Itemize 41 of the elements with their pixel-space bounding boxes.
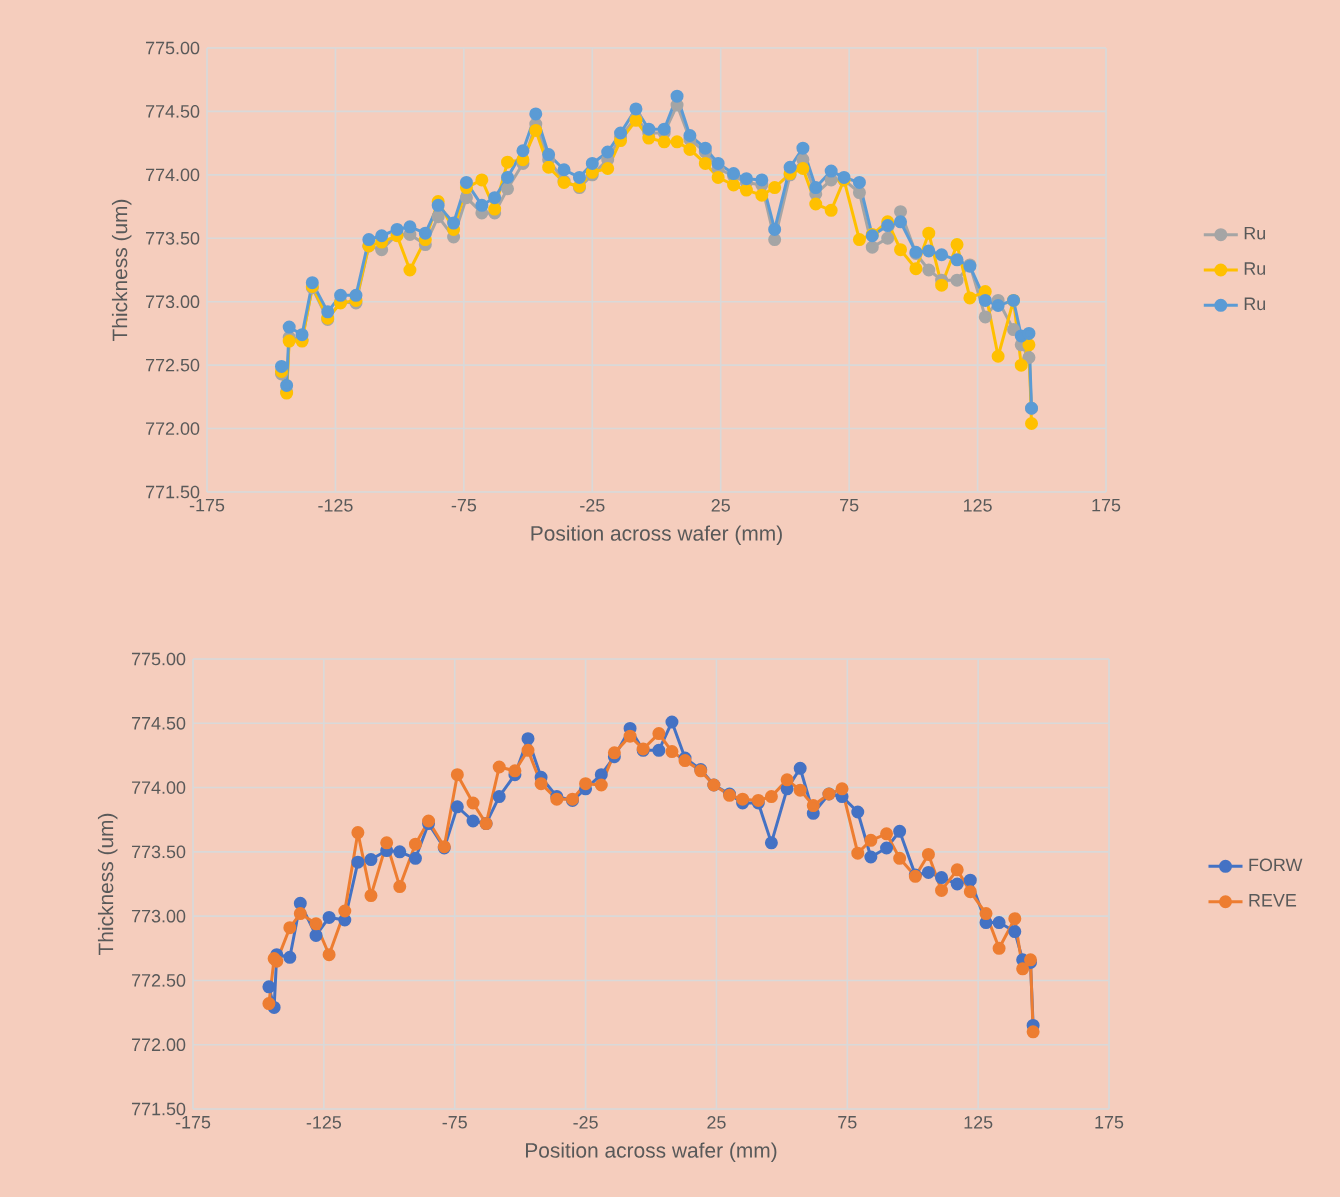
y-tick-label: 773.50	[132, 845, 186, 859]
x-tick-label: 175	[1095, 1116, 1124, 1129]
y-tick-label: 771.50	[132, 1102, 186, 1116]
y-tick-label: 773.00	[146, 295, 200, 309]
x-tick-label: -75	[451, 499, 477, 512]
x-tick-label: -125	[306, 1116, 342, 1129]
y-tick-label: 775.00	[146, 41, 200, 55]
y-tick-label: 774.00	[146, 168, 200, 182]
x-tick-label: 125	[964, 1116, 993, 1129]
y-tick-label: 772.00	[132, 1038, 186, 1052]
x-tick-label: 175	[1092, 499, 1121, 512]
y-tick-label: 775.00	[132, 652, 186, 666]
legend-label: REVE	[1249, 894, 1297, 907]
y-axis-title: Thickness (um)	[97, 813, 118, 956]
x-tick-label: -25	[580, 499, 605, 512]
x-tick-label: 75	[838, 1116, 857, 1129]
x-tick-label: 125	[963, 499, 992, 512]
y-tick-label: 771.50	[146, 485, 200, 499]
y-tick-label: 773.50	[146, 231, 200, 245]
x-tick-label: 25	[707, 1116, 726, 1129]
y-tick-label: 773.00	[132, 909, 186, 923]
legend-label: Ru	[1244, 227, 1266, 240]
y-axis-title: Thickness (um)	[111, 199, 132, 342]
x-axis-title: Position across wafer (mm)	[526, 1142, 777, 1162]
x-tick-label: -75	[442, 1116, 467, 1129]
y-tick-label: 772.00	[146, 422, 200, 435]
y-tick-label: 772.50	[132, 974, 186, 987]
x-tick-label: 25	[711, 499, 730, 512]
y-tick-label: 772.50	[146, 358, 200, 372]
x-tick-label: -25	[573, 1116, 598, 1129]
legend-label: Ru	[1244, 297, 1266, 311]
x-tick-label: 75	[840, 499, 859, 512]
y-tick-label: 774.50	[146, 105, 200, 118]
legend-label: FORW	[1249, 858, 1303, 872]
legend-label: Ru	[1244, 262, 1266, 275]
y-tick-label: 774.00	[132, 781, 186, 794]
x-tick-label: -125	[318, 499, 353, 512]
y-tick-label: 774.50	[132, 716, 186, 730]
x-axis-title: Position across wafer (mm)	[531, 525, 782, 545]
x-tick-label: -175	[175, 1116, 211, 1129]
x-tick-label: -175	[189, 499, 225, 512]
